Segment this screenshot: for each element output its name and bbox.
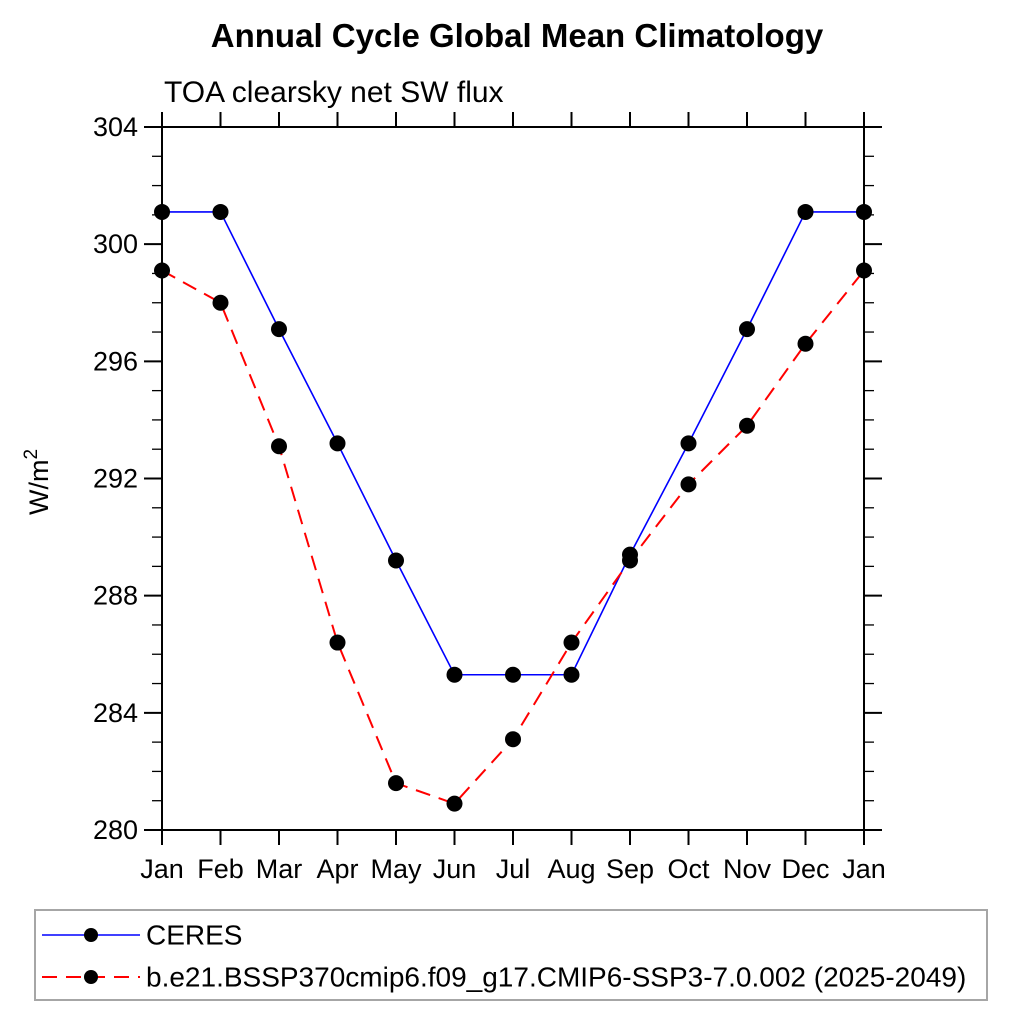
y-axis-title-group: W/m2: [21, 449, 54, 515]
x-axis-ticks-group: Jan Feb Mar Apr May Jun Jul Aug Sep Oct Nov Dec Jan: [140, 112, 886, 884]
data-point-marker: [680, 476, 697, 493]
chart-subtitle: TOA clearsky net SW flux: [164, 76, 504, 109]
data-point-marker: [388, 775, 404, 792]
data-point-marker: [622, 552, 638, 569]
series-line-dashed: [161, 269, 865, 805]
plot-frame-group: [161, 126, 865, 831]
x-tick-label: Jan: [842, 854, 886, 884]
y-tick-label: 292: [93, 464, 138, 494]
legend-marker: [84, 970, 98, 984]
y-tick-label: 304: [93, 112, 138, 142]
data-point-marker: [563, 666, 580, 683]
data-point-marker: [680, 435, 697, 452]
data-point-marker: [739, 417, 755, 434]
legend-label: b.e21.BSSP370cmip6.f09_g17.CMIP6-SSP3-7.…: [146, 962, 966, 993]
data-point-marker: [563, 634, 580, 651]
y-tick-label: 300: [93, 229, 138, 259]
legend-group: CERES b.e21.BSSP370cmip6.f09_g17.CMIP6-SS…: [34, 909, 988, 1001]
data-point-marker: [797, 335, 814, 352]
data-point-marker: [329, 435, 346, 452]
data-point-marker: [856, 262, 872, 279]
y-tick-label: 288: [93, 581, 138, 611]
data-point-marker: [505, 731, 521, 748]
plot-frame: [161, 126, 865, 831]
x-tick-label: Dec: [781, 854, 829, 884]
data-point-marker: [154, 203, 170, 220]
data-point-marker: [797, 203, 814, 220]
x-tick-label: May: [370, 854, 422, 884]
data-point-marker: [856, 203, 872, 220]
data-point-marker: [212, 294, 229, 311]
y-tick-label: 284: [93, 698, 138, 728]
legend-marker: [84, 928, 98, 942]
x-tick-label: Aug: [547, 854, 595, 884]
data-point-marker: [446, 795, 463, 812]
data-point-marker: [329, 634, 346, 651]
x-tick-label: Feb: [197, 854, 244, 884]
legend-box: [34, 909, 988, 1001]
data-point-marker: [739, 321, 755, 338]
x-tick-label: Jul: [496, 854, 531, 884]
data-point-marker: [271, 321, 287, 338]
x-tick-label: Mar: [256, 854, 303, 884]
data-point-marker: [505, 666, 521, 683]
y-axis-ticks-group: 280 284 288 292 296 300 304: [93, 112, 882, 845]
x-tick-label: Jan: [140, 854, 184, 884]
data-point-marker: [271, 438, 287, 455]
y-axis-title: W/m2: [21, 449, 54, 515]
data-point-marker: [212, 203, 229, 220]
chart-title: Annual Cycle Global Mean Climatology: [211, 17, 824, 54]
data-point-marker: [154, 262, 170, 279]
x-tick-label: Jun: [433, 854, 477, 884]
legend-label: CERES: [146, 920, 242, 951]
x-tick-label: Sep: [606, 854, 654, 884]
y-tick-label: 280: [93, 815, 138, 845]
series-markers-group: [154, 203, 872, 812]
data-point-marker: [446, 666, 463, 683]
y-tick-label: 296: [93, 346, 138, 376]
x-tick-label: Nov: [723, 854, 772, 884]
series-lines-group: [161, 211, 865, 805]
x-tick-label: Oct: [667, 854, 710, 884]
data-point-marker: [388, 552, 404, 569]
series-line-solid: [162, 211, 864, 676]
x-tick-label: Apr: [316, 854, 358, 884]
